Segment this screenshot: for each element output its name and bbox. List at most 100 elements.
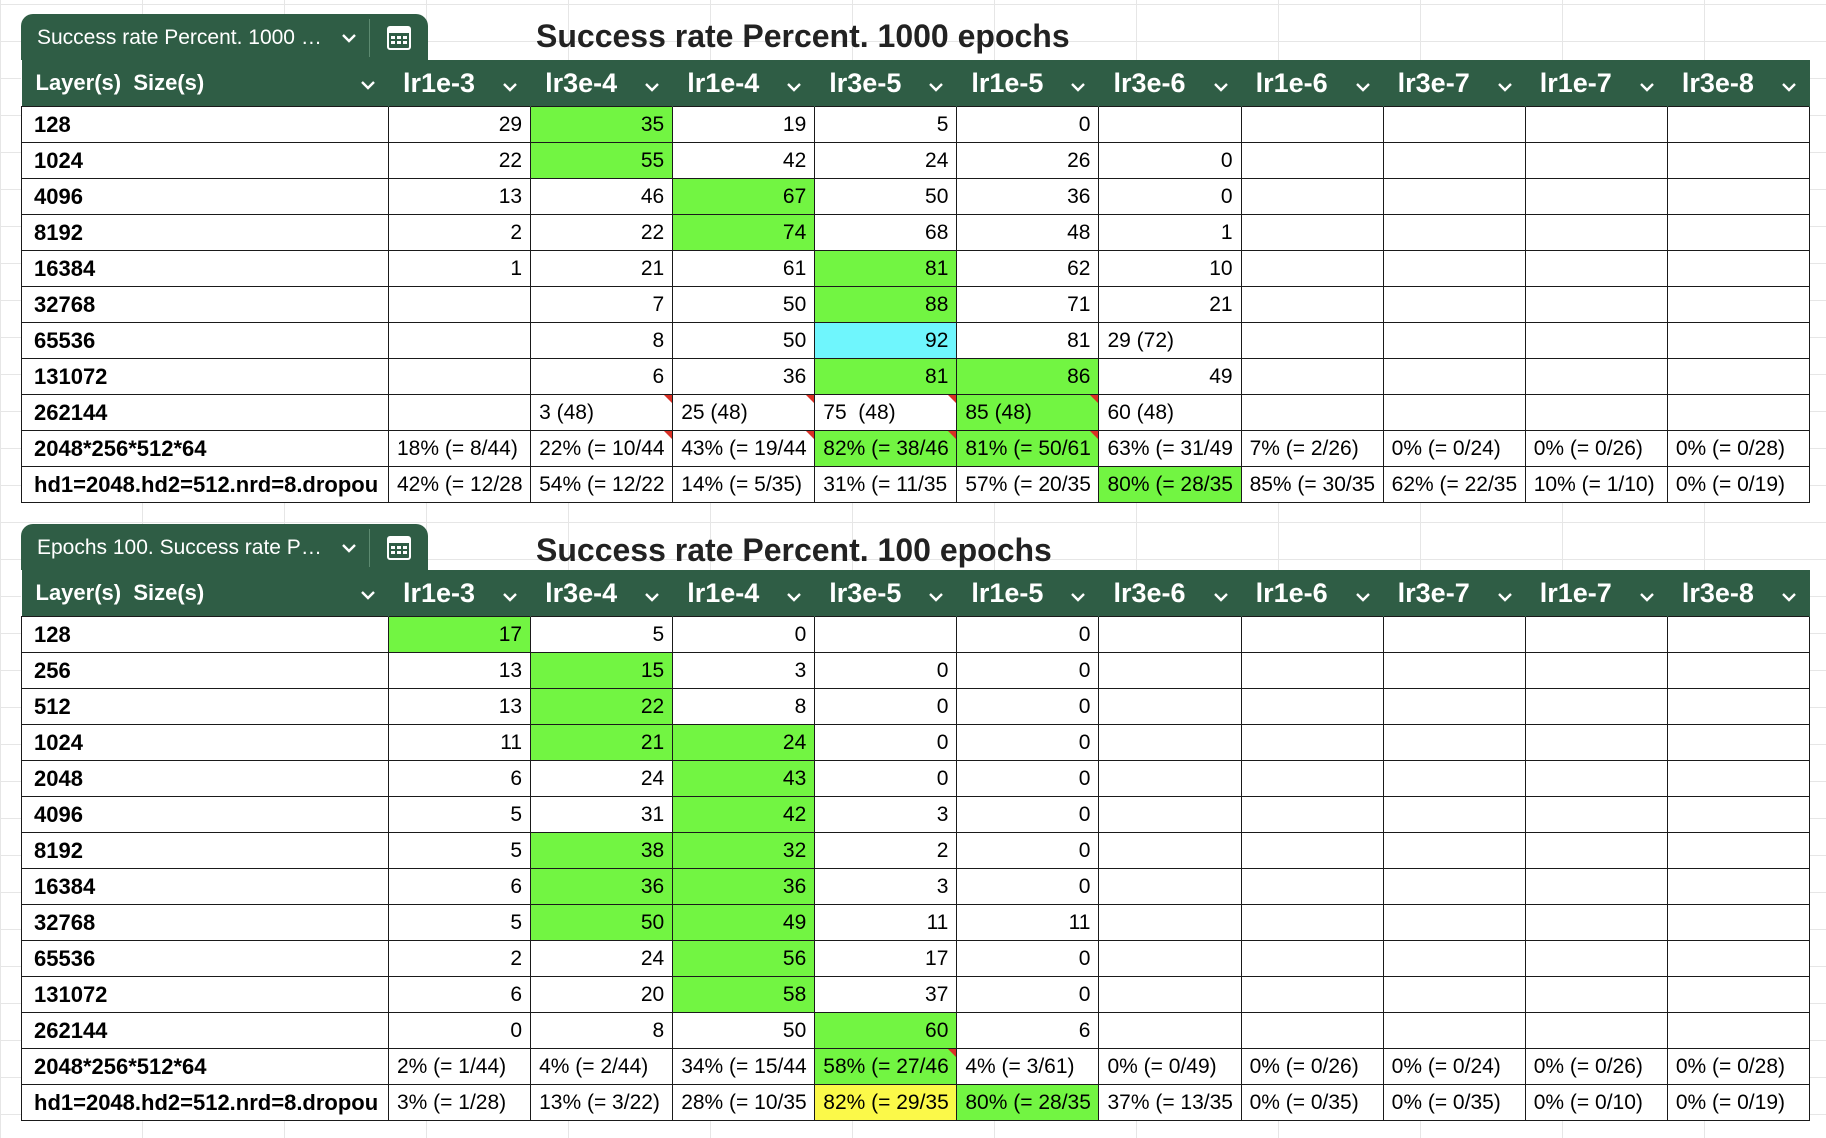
- table-cell[interactable]: 75 (48): [814, 394, 958, 431]
- column-header-size[interactable]: Layer(s) Size(s): [21, 570, 389, 617]
- table-name-tab[interactable]: Epochs 100. Success rate Percent: [21, 524, 428, 571]
- table-cell[interactable]: 0% (= 0/28): [1666, 430, 1810, 467]
- table-cell[interactable]: [1382, 142, 1526, 179]
- table-cell[interactable]: 0: [956, 688, 1100, 725]
- table-cell[interactable]: 0% (= 0/35): [1240, 1084, 1384, 1121]
- row-label-cell[interactable]: 1024: [21, 142, 389, 179]
- table-cell[interactable]: [1240, 250, 1384, 287]
- table-cell[interactable]: [1524, 976, 1668, 1013]
- filter-chevron-icon[interactable]: [1497, 578, 1513, 609]
- column-header-lr[interactable]: lr1e-5: [956, 60, 1100, 107]
- row-label-cell[interactable]: 512: [21, 688, 389, 725]
- table-cell[interactable]: [1524, 904, 1668, 941]
- table-cell[interactable]: 13: [387, 178, 532, 215]
- table-cell[interactable]: 5: [387, 796, 532, 833]
- table-cell[interactable]: 48: [956, 214, 1100, 251]
- table-cell[interactable]: 14% (= 5/35): [672, 466, 816, 503]
- row-label-cell[interactable]: 32768: [21, 286, 389, 323]
- column-header-size[interactable]: Layer(s) Size(s): [21, 60, 389, 107]
- column-header-lr[interactable]: lr1e-3: [388, 570, 532, 617]
- table-cell[interactable]: 2% (= 1/44): [387, 1048, 532, 1085]
- table-cell[interactable]: [1382, 358, 1526, 395]
- table-cell[interactable]: 10% (= 1/10): [1524, 466, 1668, 503]
- table-cell[interactable]: 82% (= 29/35: [814, 1084, 958, 1121]
- table-cell[interactable]: [1524, 214, 1668, 251]
- table-cell[interactable]: [1382, 868, 1526, 905]
- table-cell[interactable]: 0: [1098, 178, 1242, 215]
- table-cell[interactable]: 88: [814, 286, 958, 323]
- table-cell[interactable]: [1524, 142, 1668, 179]
- table-cell[interactable]: 0: [672, 616, 816, 653]
- table-cell[interactable]: [1666, 976, 1810, 1013]
- row-label-cell[interactable]: 256: [21, 652, 389, 689]
- table-cell[interactable]: 4% (= 2/44): [530, 1048, 674, 1085]
- table-cell[interactable]: 3% (= 1/28): [387, 1084, 532, 1121]
- table-cell[interactable]: [1240, 178, 1384, 215]
- table-cell[interactable]: [1666, 214, 1810, 251]
- table-cell[interactable]: 5: [387, 904, 532, 941]
- table-cell[interactable]: 7% (= 2/26): [1240, 430, 1384, 467]
- table-cell[interactable]: 56: [672, 940, 816, 977]
- table-cell[interactable]: [387, 322, 532, 359]
- table-cell[interactable]: [1240, 868, 1384, 905]
- column-header-lr[interactable]: lr1e-4: [672, 570, 816, 617]
- table-cell[interactable]: 82% (= 38/46: [814, 430, 958, 467]
- table-cell[interactable]: 0% (= 0/19): [1666, 466, 1810, 503]
- table-cell[interactable]: 6: [530, 358, 674, 395]
- filter-chevron-icon[interactable]: [1355, 68, 1371, 99]
- filter-chevron-icon[interactable]: [360, 70, 376, 96]
- table-cell[interactable]: 0: [814, 688, 958, 725]
- table-cell[interactable]: 21: [530, 724, 674, 761]
- table-cell[interactable]: 81: [814, 250, 958, 287]
- row-label-cell[interactable]: 16384: [21, 868, 389, 905]
- table-cell[interactable]: 5: [387, 832, 532, 869]
- table-cell[interactable]: 13% (= 3/22): [530, 1084, 674, 1121]
- table-cell[interactable]: [1666, 250, 1810, 287]
- table-cell[interactable]: [1524, 832, 1668, 869]
- filter-chevron-icon[interactable]: [1497, 68, 1513, 99]
- table-cell[interactable]: [1666, 106, 1810, 143]
- table-cell[interactable]: 3: [814, 868, 958, 905]
- table-cell[interactable]: [1098, 760, 1242, 797]
- table-cell[interactable]: [1382, 106, 1526, 143]
- table-cell[interactable]: 0: [956, 106, 1100, 143]
- filter-chevron-icon[interactable]: [1781, 578, 1797, 609]
- table-cell[interactable]: [1524, 106, 1668, 143]
- table-cell[interactable]: [1240, 142, 1384, 179]
- table-cell[interactable]: 36: [672, 358, 816, 395]
- table-cell[interactable]: [1524, 616, 1668, 653]
- table-cell[interactable]: 8: [530, 1012, 674, 1049]
- table-cell[interactable]: 22: [530, 688, 674, 725]
- calculator-icon[interactable]: [370, 535, 428, 561]
- table-cell[interactable]: [1524, 322, 1668, 359]
- table-cell[interactable]: [1666, 832, 1810, 869]
- row-label-cell[interactable]: 262144: [21, 394, 389, 431]
- table-cell[interactable]: 46: [530, 178, 674, 215]
- table-cell[interactable]: [1666, 142, 1810, 179]
- column-header-lr[interactable]: lr1e-6: [1241, 60, 1384, 107]
- table-cell[interactable]: [1666, 688, 1810, 725]
- table-cell[interactable]: 21: [1098, 286, 1242, 323]
- table-cell[interactable]: 60: [814, 1012, 958, 1049]
- table-cell[interactable]: 43% (= 19/44: [672, 430, 816, 467]
- table-cell[interactable]: 0% (= 0/49): [1098, 1048, 1242, 1085]
- table-cell[interactable]: 0% (= 0/19): [1666, 1084, 1810, 1121]
- table-cell[interactable]: 86: [956, 358, 1100, 395]
- table-cell[interactable]: 6: [387, 760, 532, 797]
- table-cell[interactable]: [1524, 286, 1668, 323]
- table-cell[interactable]: 0: [956, 616, 1100, 653]
- table-cell[interactable]: 0: [814, 724, 958, 761]
- table-cell[interactable]: [1524, 760, 1668, 797]
- table-cell[interactable]: [1666, 358, 1810, 395]
- table-cell[interactable]: 31% (= 11/35: [814, 466, 958, 503]
- table-cell[interactable]: 36: [530, 868, 674, 905]
- table-cell[interactable]: 62: [956, 250, 1100, 287]
- table-cell[interactable]: 50: [814, 178, 958, 215]
- chevron-down-icon[interactable]: [329, 33, 369, 43]
- table-cell[interactable]: 6: [387, 976, 532, 1013]
- table-cell[interactable]: 0: [956, 976, 1100, 1013]
- column-header-lr[interactable]: lr3e-7: [1383, 60, 1526, 107]
- column-header-lr[interactable]: lr3e-4: [530, 60, 674, 107]
- table-cell[interactable]: 55: [530, 142, 674, 179]
- table-cell[interactable]: [1382, 652, 1526, 689]
